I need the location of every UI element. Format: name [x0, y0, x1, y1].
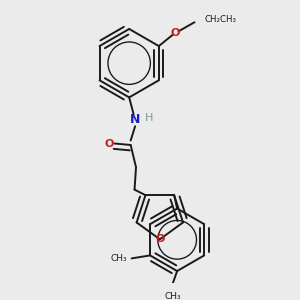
Text: H: H — [145, 113, 154, 123]
Text: O: O — [155, 234, 164, 244]
Text: CH₂CH₃: CH₂CH₃ — [205, 15, 237, 24]
Text: O: O — [105, 139, 114, 148]
Text: CH₃: CH₃ — [164, 292, 181, 300]
Text: CH₃: CH₃ — [110, 254, 127, 263]
Text: O: O — [170, 28, 180, 38]
Text: N: N — [130, 113, 140, 126]
